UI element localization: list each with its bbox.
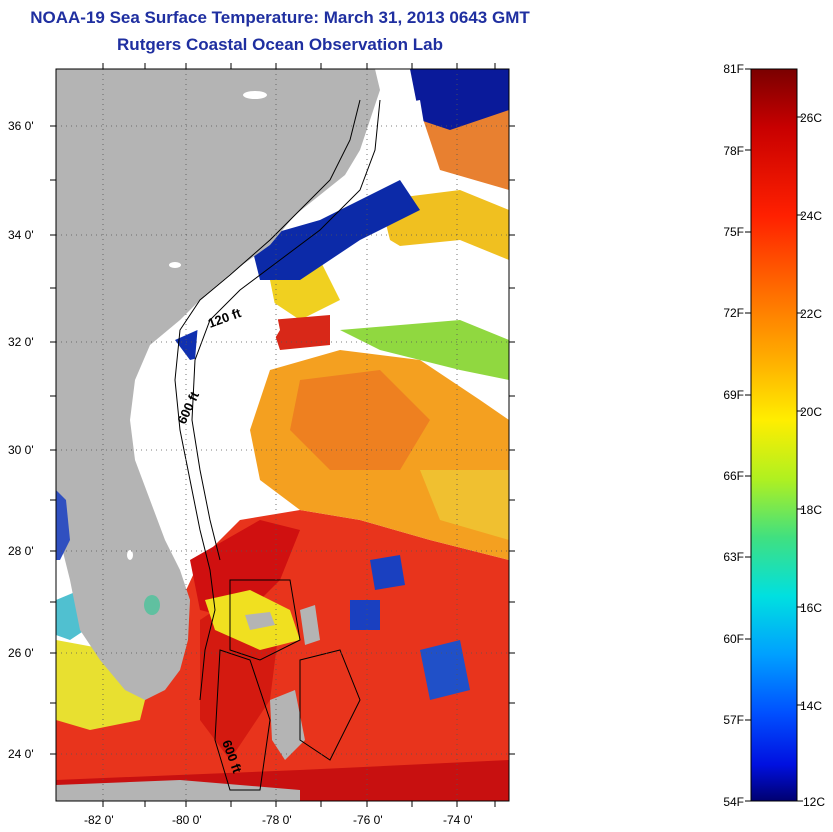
bank-contour-east [299,649,361,761]
colorbar-f-label: 66F [723,469,744,483]
lat-label: 26 0' [8,646,34,660]
lon-label: -74 0' [443,813,473,827]
blue-patch-2 [420,640,470,700]
lat-label: 24 0' [8,747,34,761]
colorbar-f-label: 69F [723,388,744,402]
lat-label: 36 0' [8,119,34,133]
colorbar-f-label: 72F [723,306,744,320]
colorbar-f-label: 75F [723,225,744,239]
lon-label: -78 0' [262,813,292,827]
orange-eddy [290,370,430,470]
red-north-eddy [270,315,330,350]
gulf-stream-core [190,520,300,620]
lat-label: 32 0' [8,335,34,349]
blue-patch-3 [350,600,380,630]
colorbar-c-label: 16C [800,601,822,615]
map-subtitle: Rutgers Coastal Ocean Observation Lab [117,35,443,54]
colorbar-f-label: 60F [723,632,744,646]
cloud-coastal [190,280,280,440]
grand-bahama-island [245,612,275,630]
blue-patch-1 [370,555,405,590]
lon-label: -80 0' [172,813,202,827]
colorbar-c-label: 14C [800,699,822,713]
colorbar-f-label: 57F [723,713,744,727]
colorbar-f-label: 54F [723,795,744,809]
colorbar-f-label: 78F [723,144,744,158]
us-landmass [56,69,380,700]
colorbar-c-label: 24C [800,209,822,223]
lat-label: 28 0' [8,544,34,558]
colorbar-c-label: 22C [800,307,822,321]
cuba-coast [56,780,300,801]
lon-label: -82 0' [84,813,114,827]
sst-map: 120 ft 600 ft 600 ft [56,69,509,801]
lon-label: -76 0' [353,813,383,827]
colorbar-ticks [745,68,803,802]
colorbar-f-label: 63F [723,550,744,564]
map-ticks [50,63,515,807]
bank-contour-south [214,649,271,791]
cloud-central [360,240,509,320]
lat-label: 34 0' [8,228,34,242]
yellow-orange-patch [420,470,509,540]
inland-lake [169,262,181,268]
graticule [56,69,509,801]
colorbar [750,68,798,802]
lat-label: 30 0' [8,443,34,457]
abaco-island [300,605,320,645]
depth-contour-120ft [174,99,361,701]
cold-shelf-water [250,180,420,280]
cold-water-northeast [410,69,509,130]
inland-lake [127,550,133,560]
colorbar-f-label: 81F [723,62,744,76]
colorbar-c-label: 18C [800,503,822,517]
lake-okeechobee [144,595,160,615]
colorbar-c-label: 12C [803,795,825,809]
inland-lake [243,91,267,99]
gulf-coast-water [56,490,70,560]
bank-contour [229,579,301,661]
map-frame [55,68,510,802]
cloud-florida-east [190,440,250,530]
colorbar-c-label: 26C [800,111,822,125]
map-title: NOAA-19 Sea Surface Temperature: March 3… [30,8,530,27]
green-band [340,320,509,380]
colorbar-c-label: 20C [800,405,822,419]
andros-island [270,690,305,760]
depth-contour-600ft [191,99,381,561]
